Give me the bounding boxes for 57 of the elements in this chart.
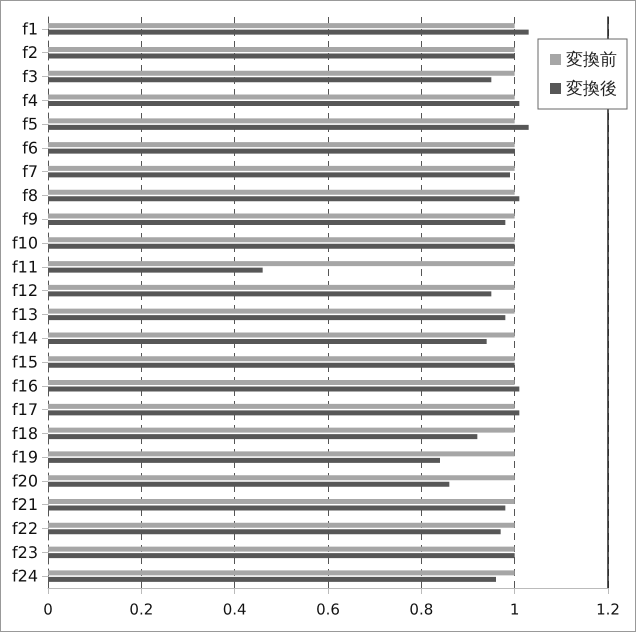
y-tick-label: f18	[12, 424, 38, 443]
bar	[48, 428, 515, 433]
bar	[48, 213, 515, 218]
y-tick-label: f7	[22, 162, 38, 182]
y-tick-label: f23	[12, 542, 38, 562]
bar	[48, 404, 515, 409]
bar	[48, 284, 515, 290]
bar	[48, 498, 515, 504]
y-tick-label: f4	[22, 90, 38, 110]
y-tick-label: f1	[22, 19, 38, 38]
x-tick-label: 1	[510, 600, 520, 618]
y-tick-label: f10	[12, 234, 38, 253]
y-tick-label: f12	[12, 281, 38, 300]
legend-label: 変換後	[566, 79, 617, 98]
bar	[48, 237, 515, 242]
y-tick-label: f11	[12, 257, 38, 276]
y-tick-label: f13	[12, 304, 38, 324]
bar	[48, 475, 515, 480]
x-tick-label: 0.6	[316, 600, 340, 618]
bar	[48, 142, 515, 148]
y-tick-label: f24	[12, 566, 38, 586]
bar	[48, 118, 515, 124]
y-tick-label: f20	[12, 471, 38, 490]
bar	[48, 522, 515, 528]
bar	[48, 166, 515, 171]
y-tick-label: f16	[12, 376, 38, 396]
y-tick-label: f14	[12, 328, 38, 348]
x-tick-label: 1.2	[596, 600, 620, 618]
bar	[48, 451, 515, 456]
bar	[48, 70, 515, 76]
y-tick-label: f17	[12, 400, 38, 420]
y-tick-label: f19	[12, 448, 38, 467]
y-tick-label: f2	[22, 43, 38, 62]
y-tick-label: f22	[12, 519, 38, 538]
x-tick-label: 0.2	[129, 600, 154, 618]
bar	[48, 94, 515, 100]
bar	[48, 380, 515, 386]
y-tick-label: f5	[22, 114, 38, 134]
y-tick-label: f6	[22, 138, 38, 158]
x-tick-label: 0.8	[409, 600, 434, 618]
x-tick-label: 0.4	[222, 600, 247, 618]
x-tick-label: 0	[43, 600, 53, 618]
y-tick-label: f21	[12, 495, 38, 514]
bar	[48, 46, 515, 52]
bar	[48, 261, 515, 266]
bar	[48, 570, 515, 576]
bar	[48, 332, 515, 338]
bar	[48, 23, 515, 28]
y-tick-label: f9	[22, 210, 38, 229]
legend-label: 変換前	[566, 50, 617, 69]
y-tick-label: f8	[22, 186, 38, 205]
bar	[48, 190, 515, 195]
y-tick-label: f15	[12, 352, 38, 372]
bar	[48, 356, 515, 362]
bar	[48, 308, 515, 314]
y-tick-label: f3	[22, 66, 38, 86]
bar	[48, 546, 515, 552]
